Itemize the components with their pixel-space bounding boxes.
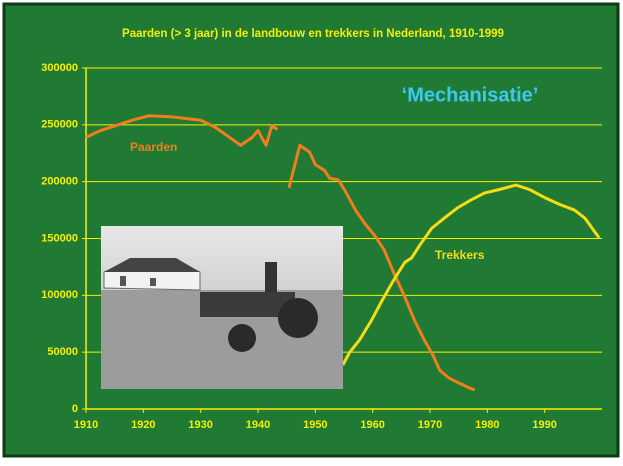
x-tick-label: 1950	[303, 419, 327, 431]
photo-door	[120, 276, 126, 286]
series-label: Trekkers	[435, 248, 485, 262]
x-tick-label: 1930	[188, 419, 212, 431]
photo-wheel	[278, 298, 318, 338]
y-tick-label: 300000	[41, 62, 78, 74]
x-tick-label: 1940	[246, 419, 270, 431]
x-tick-label: 1920	[131, 419, 155, 431]
photo-wheel	[228, 324, 256, 352]
page: {"chart_data": { "type": "line", "title"…	[0, 0, 623, 461]
y-tick-label: 250000	[41, 119, 78, 131]
x-tick-label: 1980	[475, 419, 499, 431]
chart-title: Paarden (> 3 jaar) in de landbouw en tre…	[122, 28, 504, 40]
series-label: Paarden	[130, 140, 177, 154]
y-tick-label: 50000	[47, 346, 78, 358]
photo	[101, 226, 343, 389]
x-tick-label: 1960	[360, 419, 384, 431]
y-tick-label: 100000	[41, 289, 78, 301]
x-tick-label: 1990	[532, 419, 556, 431]
annotation: ‘Mechanisatie’	[402, 84, 539, 106]
chart: Paarden (> 3 jaar) in de landbouw en tre…	[0, 0, 623, 461]
photo-driver	[265, 262, 277, 292]
x-tick-label: 1970	[418, 419, 442, 431]
photo-window	[150, 278, 156, 286]
y-tick-label: 150000	[41, 232, 78, 244]
x-tick-label: 1910	[74, 419, 98, 431]
y-tick-label: 0	[72, 403, 78, 415]
y-tick-label: 200000	[41, 176, 78, 188]
